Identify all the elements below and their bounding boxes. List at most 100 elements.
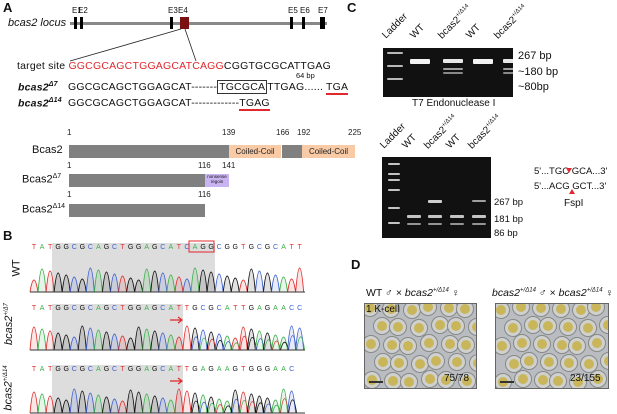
size-267: 267 bp xyxy=(518,50,552,62)
trace-peak xyxy=(69,388,79,414)
trace-peak xyxy=(45,270,55,293)
embryo-yolk xyxy=(593,374,603,384)
embryo-yolk xyxy=(460,304,470,314)
embryo-yolk xyxy=(592,338,602,348)
photo1-title: WT ♂ × bcas2+/Δ14 ♀ xyxy=(366,287,460,299)
embryo xyxy=(469,354,476,372)
trace-peak xyxy=(126,277,136,293)
gel-band xyxy=(450,215,464,218)
exon-label-E2: E2 xyxy=(78,6,88,15)
trace-peak xyxy=(134,279,144,293)
tick-139: 139 xyxy=(222,128,236,137)
embryo-photo-wt-cross xyxy=(364,303,477,389)
embryo xyxy=(514,370,532,388)
base-call: T xyxy=(120,366,125,373)
trace-peak xyxy=(53,272,63,293)
exon-label-E5: E5 xyxy=(288,6,298,15)
base-call: A xyxy=(96,366,101,373)
base-call: A xyxy=(40,244,45,251)
protein-d14-label: Bcas2Δ14 xyxy=(22,203,66,216)
gap-label: 64 bp xyxy=(296,71,315,80)
trace-peak xyxy=(296,336,306,351)
base-call: C xyxy=(201,305,206,312)
base-call: G xyxy=(136,305,141,312)
embryo-yolk xyxy=(366,339,376,349)
trace-peak xyxy=(182,390,192,414)
embryo-yolk xyxy=(518,374,528,384)
embryo-yolk xyxy=(377,321,387,331)
base-call: C xyxy=(112,366,117,373)
trace-peak xyxy=(110,333,119,351)
trace-peak xyxy=(85,267,95,293)
embryo xyxy=(419,304,437,316)
base-call: G xyxy=(63,305,68,312)
protein-wt-bar xyxy=(69,145,229,158)
embryo-yolk xyxy=(528,320,538,330)
embryo xyxy=(458,372,476,388)
base-call: C xyxy=(257,244,262,251)
tick-1: 1 xyxy=(67,128,72,137)
trace-peak xyxy=(45,330,55,351)
base-call: A xyxy=(273,366,278,373)
embryo-yolk xyxy=(415,359,425,369)
gel-band xyxy=(473,59,493,64)
trace-peak xyxy=(206,271,216,293)
trace-peak xyxy=(61,399,71,414)
embryo-yolk xyxy=(367,375,377,385)
trace-peak xyxy=(93,269,103,293)
trace-peak xyxy=(158,272,168,293)
gel-band xyxy=(503,59,523,63)
base-call: G xyxy=(104,244,109,251)
base-call: T xyxy=(32,244,37,251)
trace-peak xyxy=(93,329,103,351)
embryo xyxy=(399,337,417,355)
tick-141: 141 xyxy=(222,161,236,170)
trace-peak xyxy=(69,276,79,293)
trace-peak xyxy=(222,275,232,293)
base-call: G xyxy=(63,366,68,373)
trace-peak xyxy=(150,395,160,414)
base-call: C xyxy=(160,366,165,373)
trace-label-d14: bcas2+/Δ14 xyxy=(2,365,15,411)
embryo-yolk xyxy=(516,304,526,312)
trace-peak xyxy=(271,274,280,293)
trace-peak xyxy=(29,391,39,414)
trace-peak xyxy=(102,396,111,414)
cut-arrow-up-icon xyxy=(569,189,575,194)
trace-peak xyxy=(110,398,119,414)
embryo xyxy=(600,352,608,370)
embryo xyxy=(589,370,607,388)
trace-peak xyxy=(45,395,55,414)
base-call: G xyxy=(128,366,133,373)
embryo-yolk xyxy=(404,377,414,387)
embryo-yolk xyxy=(461,340,471,350)
trace-peak xyxy=(118,400,127,414)
base-call: G xyxy=(80,366,85,373)
exon-E4 xyxy=(180,17,189,29)
gel-band xyxy=(428,215,442,218)
embryo xyxy=(410,319,428,337)
embryo xyxy=(365,304,379,317)
gel-band xyxy=(388,163,400,165)
embryo xyxy=(599,316,608,334)
embryo xyxy=(532,304,550,317)
count-wt-cross: 75/78 xyxy=(444,373,470,384)
enzyme-label: FspI xyxy=(564,198,584,209)
trace-peak xyxy=(29,279,39,293)
trace-peak xyxy=(287,278,297,293)
embryo xyxy=(569,373,587,388)
panel-label-d: D xyxy=(351,257,361,272)
base-call: A xyxy=(169,244,174,251)
trace-peak xyxy=(166,334,176,351)
scale-bar xyxy=(500,381,514,383)
trace-peak xyxy=(134,326,144,351)
trace-peak xyxy=(182,325,192,351)
trace-peak xyxy=(158,332,168,351)
size-80: ~80bp xyxy=(518,81,549,93)
embryo-yolk xyxy=(524,356,534,366)
exon-label-E6: E6 xyxy=(300,6,310,15)
trace-peak xyxy=(214,273,224,293)
trace-peak xyxy=(166,274,176,293)
embryo xyxy=(365,335,380,353)
base-call: T xyxy=(177,366,182,373)
